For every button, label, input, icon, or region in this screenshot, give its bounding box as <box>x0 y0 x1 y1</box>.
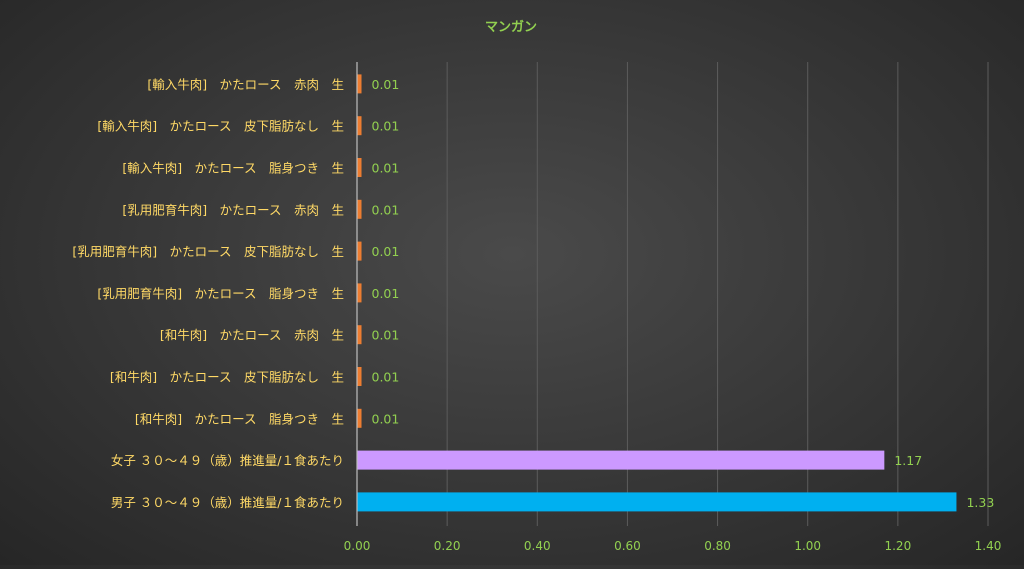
category-label: [乳用肥育牛肉] かたロース 赤肉 生 <box>122 202 344 217</box>
data-label: 0.01 <box>372 119 400 134</box>
category-label: [輸入牛肉] かたロース 赤肉 生 <box>147 77 344 92</box>
data-label: 1.17 <box>894 453 922 468</box>
bars <box>357 74 957 512</box>
data-label: 0.01 <box>372 202 400 217</box>
bar <box>357 492 957 512</box>
category-label: [和牛肉] かたロース 皮下脂肪なし 生 <box>110 370 344 385</box>
x-tick-label: 1.20 <box>884 539 911 553</box>
data-label: 0.01 <box>372 244 400 259</box>
bar <box>357 283 362 303</box>
x-tick-label: 0.20 <box>434 539 461 553</box>
bar <box>357 325 362 345</box>
x-tick-label: 1.40 <box>975 539 1002 553</box>
bar <box>357 158 362 177</box>
data-label: 0.01 <box>372 77 400 92</box>
data-label: 0.01 <box>372 370 400 385</box>
bar <box>357 241 362 261</box>
category-label: [輸入牛肉] かたロース 脂身つき 生 <box>122 161 344 176</box>
bar <box>357 450 885 470</box>
category-label: 女子 ３０～４９（歳）推進量/１食あたり <box>111 453 344 468</box>
chart-title: マンガン <box>485 20 537 35</box>
bar <box>357 367 362 386</box>
category-labels: [輸入牛肉] かたロース 赤肉 生 [輸入牛肉] かたロース 皮下脂肪なし 生 [輸… <box>72 77 344 510</box>
data-label: 1.33 <box>966 495 994 510</box>
bar <box>357 116 362 136</box>
category-label: [乳用肥育牛肉] かたロース 皮下脂肪なし 生 <box>72 244 344 259</box>
x-tick-label: 1.00 <box>794 539 821 553</box>
data-label: 0.01 <box>372 286 400 301</box>
data-label: 0.01 <box>372 328 400 343</box>
bar <box>357 408 362 428</box>
bar <box>357 74 362 94</box>
x-tick-labels: 0.00 0.20 0.40 0.60 0.80 1.00 1.20 1.40 <box>344 539 1002 553</box>
category-label: [和牛肉] かたロース 赤肉 生 <box>160 328 344 343</box>
bar <box>357 199 362 219</box>
data-label: 0.01 <box>372 411 400 426</box>
category-label: [和牛肉] かたロース 脂身つき 生 <box>135 411 344 426</box>
data-labels: 0.01 0.01 0.01 0.01 0.01 0.01 0.01 0.01 0.01 1.17… <box>372 77 995 510</box>
category-label: 男子 ３０～４９（歳）推進量/１食あたり <box>111 495 344 510</box>
x-tick-label: 0.40 <box>524 539 551 553</box>
x-tick-label: 0.60 <box>614 539 641 553</box>
x-tick-label: 0.00 <box>344 539 371 553</box>
gridlines <box>446 62 989 526</box>
category-label: [乳用肥育牛肉] かたロース 脂身つき 生 <box>97 286 344 301</box>
data-label: 0.01 <box>372 161 400 176</box>
category-label: [輸入牛肉] かたロース 皮下脂肪なし 生 <box>97 119 344 134</box>
x-tick-label: 0.80 <box>704 539 731 553</box>
